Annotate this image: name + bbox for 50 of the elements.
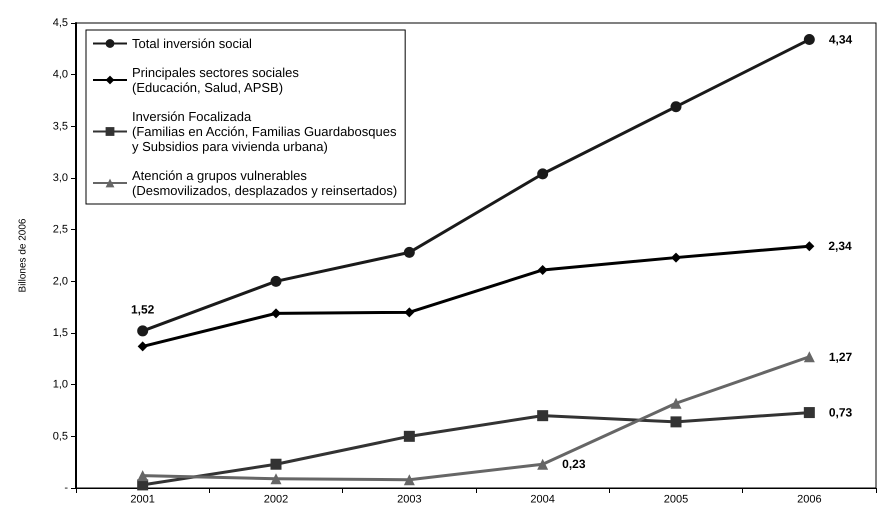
point <box>538 264 548 275</box>
x-tick-label: 2002 <box>264 494 288 506</box>
point <box>670 101 682 112</box>
legend-label: Atención a grupos vulnerables (Desmovilizados, desplazados y reinsertados) <box>132 168 398 198</box>
point <box>138 341 148 352</box>
data-label: 0,23 <box>562 457 586 472</box>
point <box>537 458 548 470</box>
x-tick-label: 2005 <box>664 494 688 506</box>
y-axis-title: Billones de 2006 <box>18 218 28 292</box>
point <box>670 416 682 428</box>
point <box>537 168 548 180</box>
y-tick-label: 3,0 <box>52 172 68 184</box>
point <box>271 308 281 318</box>
point <box>270 276 282 287</box>
y-tick-label: 2,5 <box>52 224 68 236</box>
legend-label: Inversión Focalizada (Familias en Acción, Familias Guardabosques y Subsidios para vivienda urbana) <box>132 109 397 154</box>
point <box>804 407 815 418</box>
x-tick-label: 2001 <box>130 494 155 506</box>
legend-label: Total inversión social <box>132 36 252 51</box>
point <box>537 410 548 422</box>
y-tick-label: 4,0 <box>52 68 68 81</box>
point <box>804 241 814 252</box>
point <box>670 398 682 409</box>
data-label: 2,34 <box>828 239 852 254</box>
x-tick-label: 2004 <box>530 494 555 506</box>
data-label: 0,73 <box>828 406 853 420</box>
point <box>137 325 148 336</box>
point <box>404 474 415 486</box>
y-tick-label: 2,0 <box>52 275 68 288</box>
y-tick-label: 3,5 <box>52 120 68 132</box>
data-label: 1,52 <box>130 302 155 316</box>
point <box>404 430 415 442</box>
y-tick-label: - <box>64 482 68 494</box>
y-tick-label: 4,5 <box>52 17 68 29</box>
y-tick-label: 1,0 <box>52 378 68 391</box>
point <box>270 473 282 484</box>
point <box>137 470 148 482</box>
y-tick-label: 0,5 <box>52 430 68 442</box>
data-label: 4,34 <box>828 32 853 47</box>
x-tick-label: 2006 <box>797 494 822 506</box>
y-tick-label: 1,5 <box>52 327 68 339</box>
x-tick-label: 2003 <box>397 494 422 506</box>
point <box>404 307 414 318</box>
data-label: 1,27 <box>828 350 853 364</box>
point <box>804 351 815 362</box>
point <box>404 246 415 258</box>
point <box>671 252 681 263</box>
point <box>804 34 815 46</box>
legend-label: Principales sectores sociales (Educación, Salud, APSB) <box>132 65 300 95</box>
point <box>270 458 282 470</box>
